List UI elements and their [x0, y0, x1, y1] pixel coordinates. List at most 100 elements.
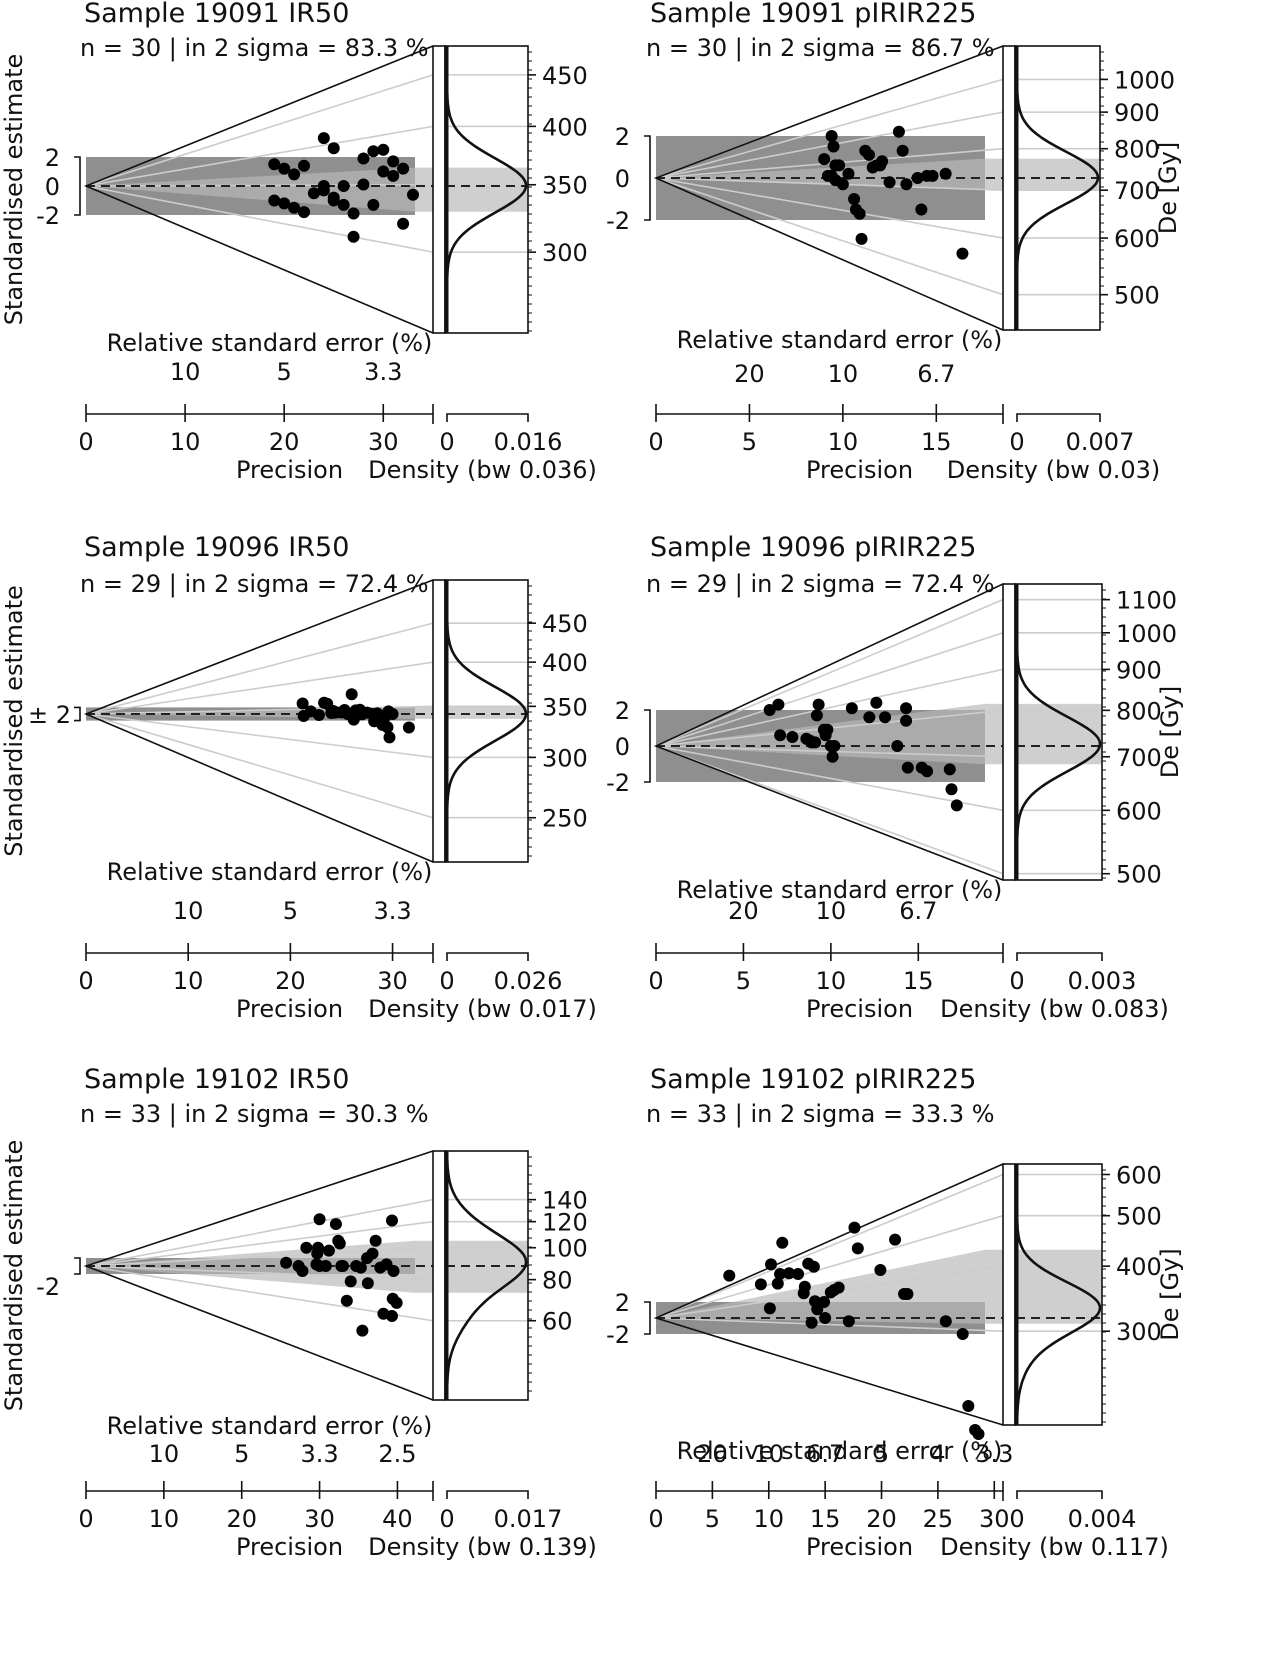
data-point — [340, 1294, 353, 1307]
data-point — [357, 178, 370, 191]
data-point — [367, 145, 380, 158]
rse-tick-label: 5 — [234, 1440, 249, 1468]
data-point — [386, 1292, 399, 1305]
rse-tick-label: 3.3 — [975, 1440, 1013, 1468]
density-box — [444, 45, 529, 334]
rse-tick-label: 5 — [277, 358, 292, 386]
density-curve — [1015, 584, 1102, 880]
precision-tick-label: 0 — [648, 967, 663, 995]
density-curve — [445, 46, 528, 332]
data-point — [278, 162, 291, 175]
abanico-panel: Sample 19091 IR50 n = 30 | in 2 sigma = 8… — [0, 0, 597, 484]
rse-tick-label: 10 — [173, 897, 204, 925]
data-point — [344, 1275, 357, 1288]
precision-tick-label: 0 — [78, 428, 93, 456]
data-point — [381, 721, 394, 734]
density-tick-label: 0.016 — [494, 428, 563, 456]
data-point — [879, 711, 892, 724]
density-axis-title: Density (bw 0.03) — [947, 456, 1161, 484]
data-point — [945, 783, 958, 796]
data-point — [774, 729, 787, 742]
data-point — [288, 201, 301, 214]
panel-title: Sample 19102 pIRIR225 — [650, 1064, 976, 1095]
abanico-panel: Sample 19096 IR50 n = 29 | in 2 sigma = 7… — [0, 532, 597, 1023]
y-tick-label: 0 — [45, 173, 60, 201]
rse-tick-label: 10 — [149, 1440, 180, 1468]
data-point — [812, 698, 825, 711]
rse-axis-title: Relative standard error (%) — [107, 1412, 433, 1440]
data-point — [387, 155, 400, 168]
y-bracket-label: ± 2 — [28, 701, 71, 729]
y-tick-label: 2 — [615, 697, 630, 725]
data-point — [268, 194, 281, 207]
precision-axis-title: Precision — [806, 995, 913, 1023]
precision-tick-label: 10 — [828, 428, 859, 456]
z-tick-label: 100 — [542, 1235, 588, 1263]
radial-grid-line — [655, 1317, 1004, 1332]
z-tick-label: 600 — [1114, 225, 1160, 253]
rse-tick-label: 10 — [816, 897, 847, 925]
density-box — [1014, 1163, 1103, 1426]
data-point — [296, 697, 309, 710]
y-tick-label: -2 — [36, 1273, 60, 1301]
z-tick-label: 400 — [1116, 1253, 1162, 1281]
precision-tick-label: 0 — [648, 1505, 663, 1533]
rse-tick-label: 10 — [828, 360, 859, 388]
data-point — [889, 1233, 902, 1246]
radial-grid-line — [655, 177, 1004, 296]
y-axis-bracket — [74, 1257, 81, 1275]
data-point — [855, 232, 868, 245]
data-point — [819, 1312, 832, 1324]
y-tick-label: -2 — [606, 1321, 630, 1349]
z-axis-title: De [Gy] — [1156, 686, 1184, 778]
z-tick-label: 400 — [542, 649, 588, 677]
y-tick-label: -2 — [606, 769, 630, 797]
data-point — [300, 1241, 313, 1254]
radial-grid-line — [655, 668, 1004, 747]
radial-grid-line — [655, 1214, 1004, 1319]
precision-tick-label: 40 — [382, 1505, 413, 1533]
data-point — [915, 203, 928, 216]
precision-tick-label: 25 — [923, 1505, 954, 1533]
radial-wedge-outline — [653, 583, 1004, 881]
radial-grid-line — [655, 147, 1004, 179]
precision-axis-title: Precision — [806, 1533, 913, 1561]
precision-tick-label: 15 — [810, 1505, 841, 1533]
radial-wedge-outline — [83, 45, 434, 334]
precision-tick-label: 0 — [78, 967, 93, 995]
data-point — [818, 153, 831, 166]
density-box — [1014, 583, 1103, 881]
data-point — [771, 1277, 784, 1290]
data-point — [786, 731, 799, 743]
precision-tick-label: 5 — [742, 428, 757, 456]
density-box — [444, 579, 529, 863]
precision-tick-label: 5 — [705, 1505, 720, 1533]
density-tick-label: 0.017 — [494, 1505, 563, 1533]
data-point — [842, 167, 855, 180]
radial-grid-line — [655, 78, 1004, 179]
z-tick-label: 300 — [542, 239, 588, 267]
data-point — [361, 1277, 374, 1290]
data-point — [826, 750, 839, 763]
data-point — [336, 1260, 349, 1272]
density-axis-line — [1016, 952, 1103, 961]
data-point — [369, 1234, 382, 1247]
z-tick-label: 80 — [542, 1267, 573, 1295]
data-point — [298, 159, 310, 172]
data-point — [926, 169, 939, 182]
data-point — [783, 1267, 796, 1280]
data-point — [367, 198, 380, 211]
data-point — [821, 723, 834, 736]
precision-tick-label: 30 — [368, 428, 399, 456]
z-tick-label: 900 — [1116, 656, 1162, 684]
density-axis-title: Density (bw 0.036) — [368, 456, 597, 484]
z-tick-label: 300 — [1116, 1318, 1162, 1346]
data-point — [956, 247, 969, 260]
connector-strip — [432, 1150, 446, 1401]
abanico-panel: Sample 19102 IR50 n = 33 | in 2 sigma = 3… — [0, 1064, 597, 1561]
density-axis-line — [446, 413, 529, 422]
density-curve — [445, 580, 528, 862]
data-point — [825, 130, 838, 142]
data-point — [901, 761, 914, 774]
precision-tick-label: 15 — [921, 428, 952, 456]
